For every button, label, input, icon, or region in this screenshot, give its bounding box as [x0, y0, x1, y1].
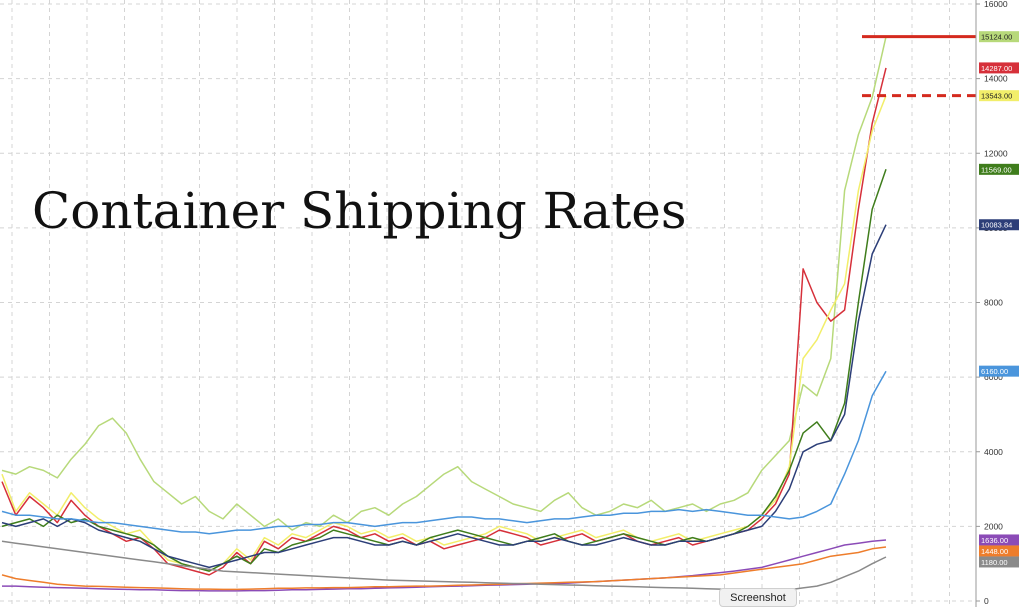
chart-title: Container Shipping Rates: [32, 182, 687, 240]
value-badge: [979, 62, 1019, 74]
value-badge: [979, 31, 1019, 43]
value-badge-label: 11569.00: [981, 165, 1012, 174]
series-line: [2, 539, 887, 592]
y-tick-label: 0: [984, 596, 989, 606]
series-line: [1, 169, 887, 572]
y-tick-label: 12000: [984, 148, 1008, 158]
value-badge: [979, 545, 1019, 557]
reference-lines: [862, 35, 976, 98]
value-badge: [979, 163, 1019, 175]
last-value-badges: 15124.00 14287.00 13543.00 11569.00 10083.84…: [979, 31, 1019, 568]
y-tick-label: 8000: [984, 298, 1003, 308]
value-badge: [979, 365, 1019, 377]
horizontal-grid: [0, 3, 976, 602]
value-badge-label: 15124.00: [981, 33, 1012, 42]
series-line: [1, 36, 887, 531]
vertical-grid: [11, 0, 950, 607]
value-badge-label: 10083.84: [981, 221, 1012, 230]
series-line: [1, 546, 887, 591]
value-badge: [979, 90, 1019, 102]
y-tick-label: 4000: [984, 447, 1003, 457]
y-tick-label: 2000: [984, 521, 1003, 531]
series-line: [1, 95, 887, 572]
value-badge: [979, 534, 1019, 546]
series-line: [1, 224, 887, 569]
value-badge-label: 1448.00: [981, 547, 1008, 556]
series-line: [1, 370, 887, 535]
value-badge-label: 14287.00: [981, 64, 1012, 73]
screenshot-button[interactable]: Screenshot: [719, 588, 797, 607]
series-line: [1, 67, 887, 576]
value-badge-label: 1180.00: [981, 558, 1008, 567]
y-tick-label: 14000: [984, 74, 1008, 84]
value-badge-label: 1636.00: [981, 536, 1008, 545]
value-badge-label: 6160.00: [981, 367, 1008, 376]
value-badge: [979, 219, 1019, 231]
value-badge: [979, 556, 1019, 568]
y-tick-label: 16000: [984, 0, 1008, 9]
value-badge-label: 13543.00: [981, 92, 1012, 101]
series-lines: [1, 36, 887, 592]
y-tick-label: 6000: [984, 372, 1003, 382]
